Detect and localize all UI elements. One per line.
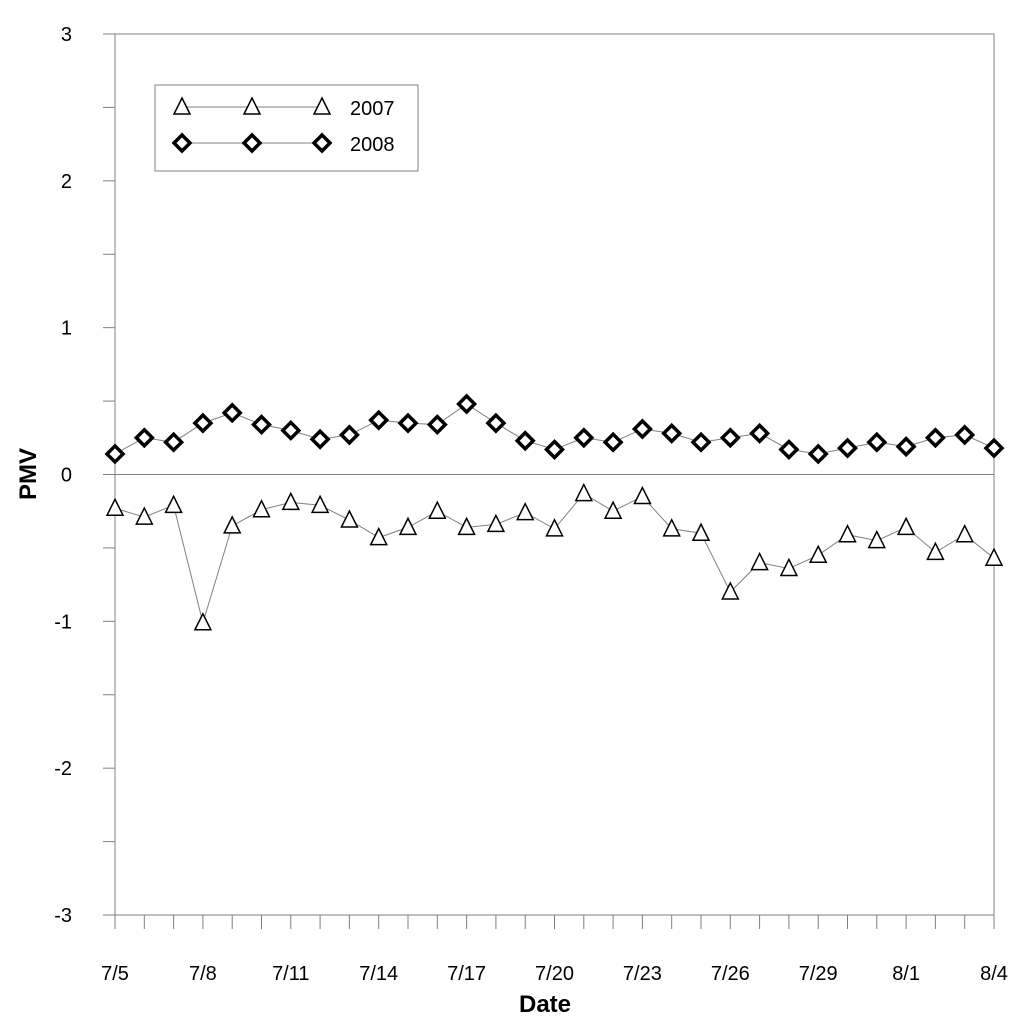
point-2007 xyxy=(838,524,857,543)
point-2008 xyxy=(573,427,595,449)
series-marks xyxy=(104,393,1005,631)
x-tick-label: 8/1 xyxy=(892,963,920,985)
y-axis: 3 2 1 0 -1 -2 -3 xyxy=(54,24,115,927)
point-2007 xyxy=(369,526,388,546)
point-2008 xyxy=(368,409,390,431)
point-2008 xyxy=(544,439,565,461)
point-2008 xyxy=(837,437,858,459)
y-tick-label: 1 xyxy=(61,318,72,340)
point-2007 xyxy=(867,529,887,549)
y-tick-label: -1 xyxy=(54,611,72,633)
x-tick-label: 7/17 xyxy=(447,963,486,985)
point-2008 xyxy=(924,427,946,449)
point-2007 xyxy=(310,494,330,514)
point-2008 xyxy=(104,443,126,465)
point-2007 xyxy=(515,501,535,521)
point-2007 xyxy=(896,516,916,536)
point-2007 xyxy=(633,485,652,505)
y-tick-label: 3 xyxy=(61,24,72,46)
y-tick-label: -2 xyxy=(54,758,72,780)
point-2007 xyxy=(926,541,945,561)
point-2007 xyxy=(486,513,506,533)
x-tick-label: 8/4 xyxy=(980,963,1008,985)
point-2008 xyxy=(719,427,741,449)
point-2008 xyxy=(514,430,536,452)
x-tick-label: 7/11 xyxy=(272,963,309,985)
point-2007 xyxy=(779,557,799,577)
y-tick-label: -3 xyxy=(54,905,72,927)
y-tick-label: 2 xyxy=(61,171,72,193)
point-2007 xyxy=(457,516,476,536)
x-axis-title: Date xyxy=(519,991,571,1018)
point-2008 xyxy=(192,412,214,434)
point-2008 xyxy=(778,439,800,461)
point-2007 xyxy=(281,491,301,511)
point-2007 xyxy=(691,522,711,541)
legend-marker-2007 xyxy=(172,96,192,115)
point-2007 xyxy=(428,500,447,519)
point-2008 xyxy=(485,412,507,434)
point-2007 xyxy=(808,544,828,564)
point-2008 xyxy=(661,422,683,444)
point-2007 xyxy=(545,518,564,537)
legend-marker-2007 xyxy=(312,96,332,115)
point-2007 xyxy=(340,509,359,528)
point-2008 xyxy=(690,431,712,453)
x-tick-label: 7/26 xyxy=(711,963,750,985)
point-2008 xyxy=(456,393,478,415)
point-2008 xyxy=(309,428,331,450)
point-2008 xyxy=(866,431,888,453)
point-2008 xyxy=(807,443,829,465)
point-2007 xyxy=(135,506,154,525)
legend-marker-2008 xyxy=(241,132,263,154)
series-line-2007 xyxy=(114,492,995,625)
point-2007 xyxy=(603,500,623,519)
x-tick-label: 7/14 xyxy=(359,963,398,985)
point-2008 xyxy=(631,418,653,440)
point-2007 xyxy=(574,482,594,502)
point-2008 xyxy=(749,422,771,444)
x-tick-label: 7/5 xyxy=(101,963,129,985)
legend-marker-2007 xyxy=(242,96,262,115)
point-2007 xyxy=(750,551,769,571)
point-2007 xyxy=(955,524,974,543)
x-tick-label: 7/29 xyxy=(799,963,838,985)
legend: 2007 2008 xyxy=(154,84,419,172)
legend-marker-2008 xyxy=(171,132,193,154)
point-2008 xyxy=(133,427,155,449)
point-2007 xyxy=(222,515,242,534)
point-2008 xyxy=(338,424,360,446)
point-2008 xyxy=(983,437,1005,459)
point-2007 xyxy=(105,497,125,517)
point-2007 xyxy=(193,612,213,631)
x-tick-label: 7/8 xyxy=(189,963,217,985)
point-2007 xyxy=(252,499,271,518)
legend-label-2007: 2007 xyxy=(350,98,395,120)
x-tick-label: 7/20 xyxy=(535,963,574,985)
point-2007 xyxy=(398,516,418,536)
point-2008 xyxy=(251,414,272,436)
x-axis: 7/5 7/8 7/11 7/14 7/17 7/20 7/23 7/26 7/29 8/1 8/4 xyxy=(101,915,1008,985)
point-2007 xyxy=(721,581,740,600)
point-2008 xyxy=(602,431,624,453)
point-2008 xyxy=(397,412,419,434)
legend-label-2008: 2008 xyxy=(350,134,395,156)
point-2008 xyxy=(221,402,243,424)
y-tick-label: 0 xyxy=(61,465,72,487)
legend-box xyxy=(154,84,419,172)
point-2008 xyxy=(954,424,976,446)
x-tick-label: 7/23 xyxy=(623,963,662,985)
point-2008 xyxy=(280,419,302,441)
series-lines xyxy=(114,403,995,625)
point-2007 xyxy=(164,494,183,514)
point-2007 xyxy=(984,547,1004,566)
y-axis-title: PMV xyxy=(15,448,42,500)
point-2007 xyxy=(662,518,681,537)
point-2008 xyxy=(426,414,448,436)
point-2008 xyxy=(895,436,917,458)
legend-marker-2008 xyxy=(311,132,333,154)
point-2008 xyxy=(163,431,185,453)
